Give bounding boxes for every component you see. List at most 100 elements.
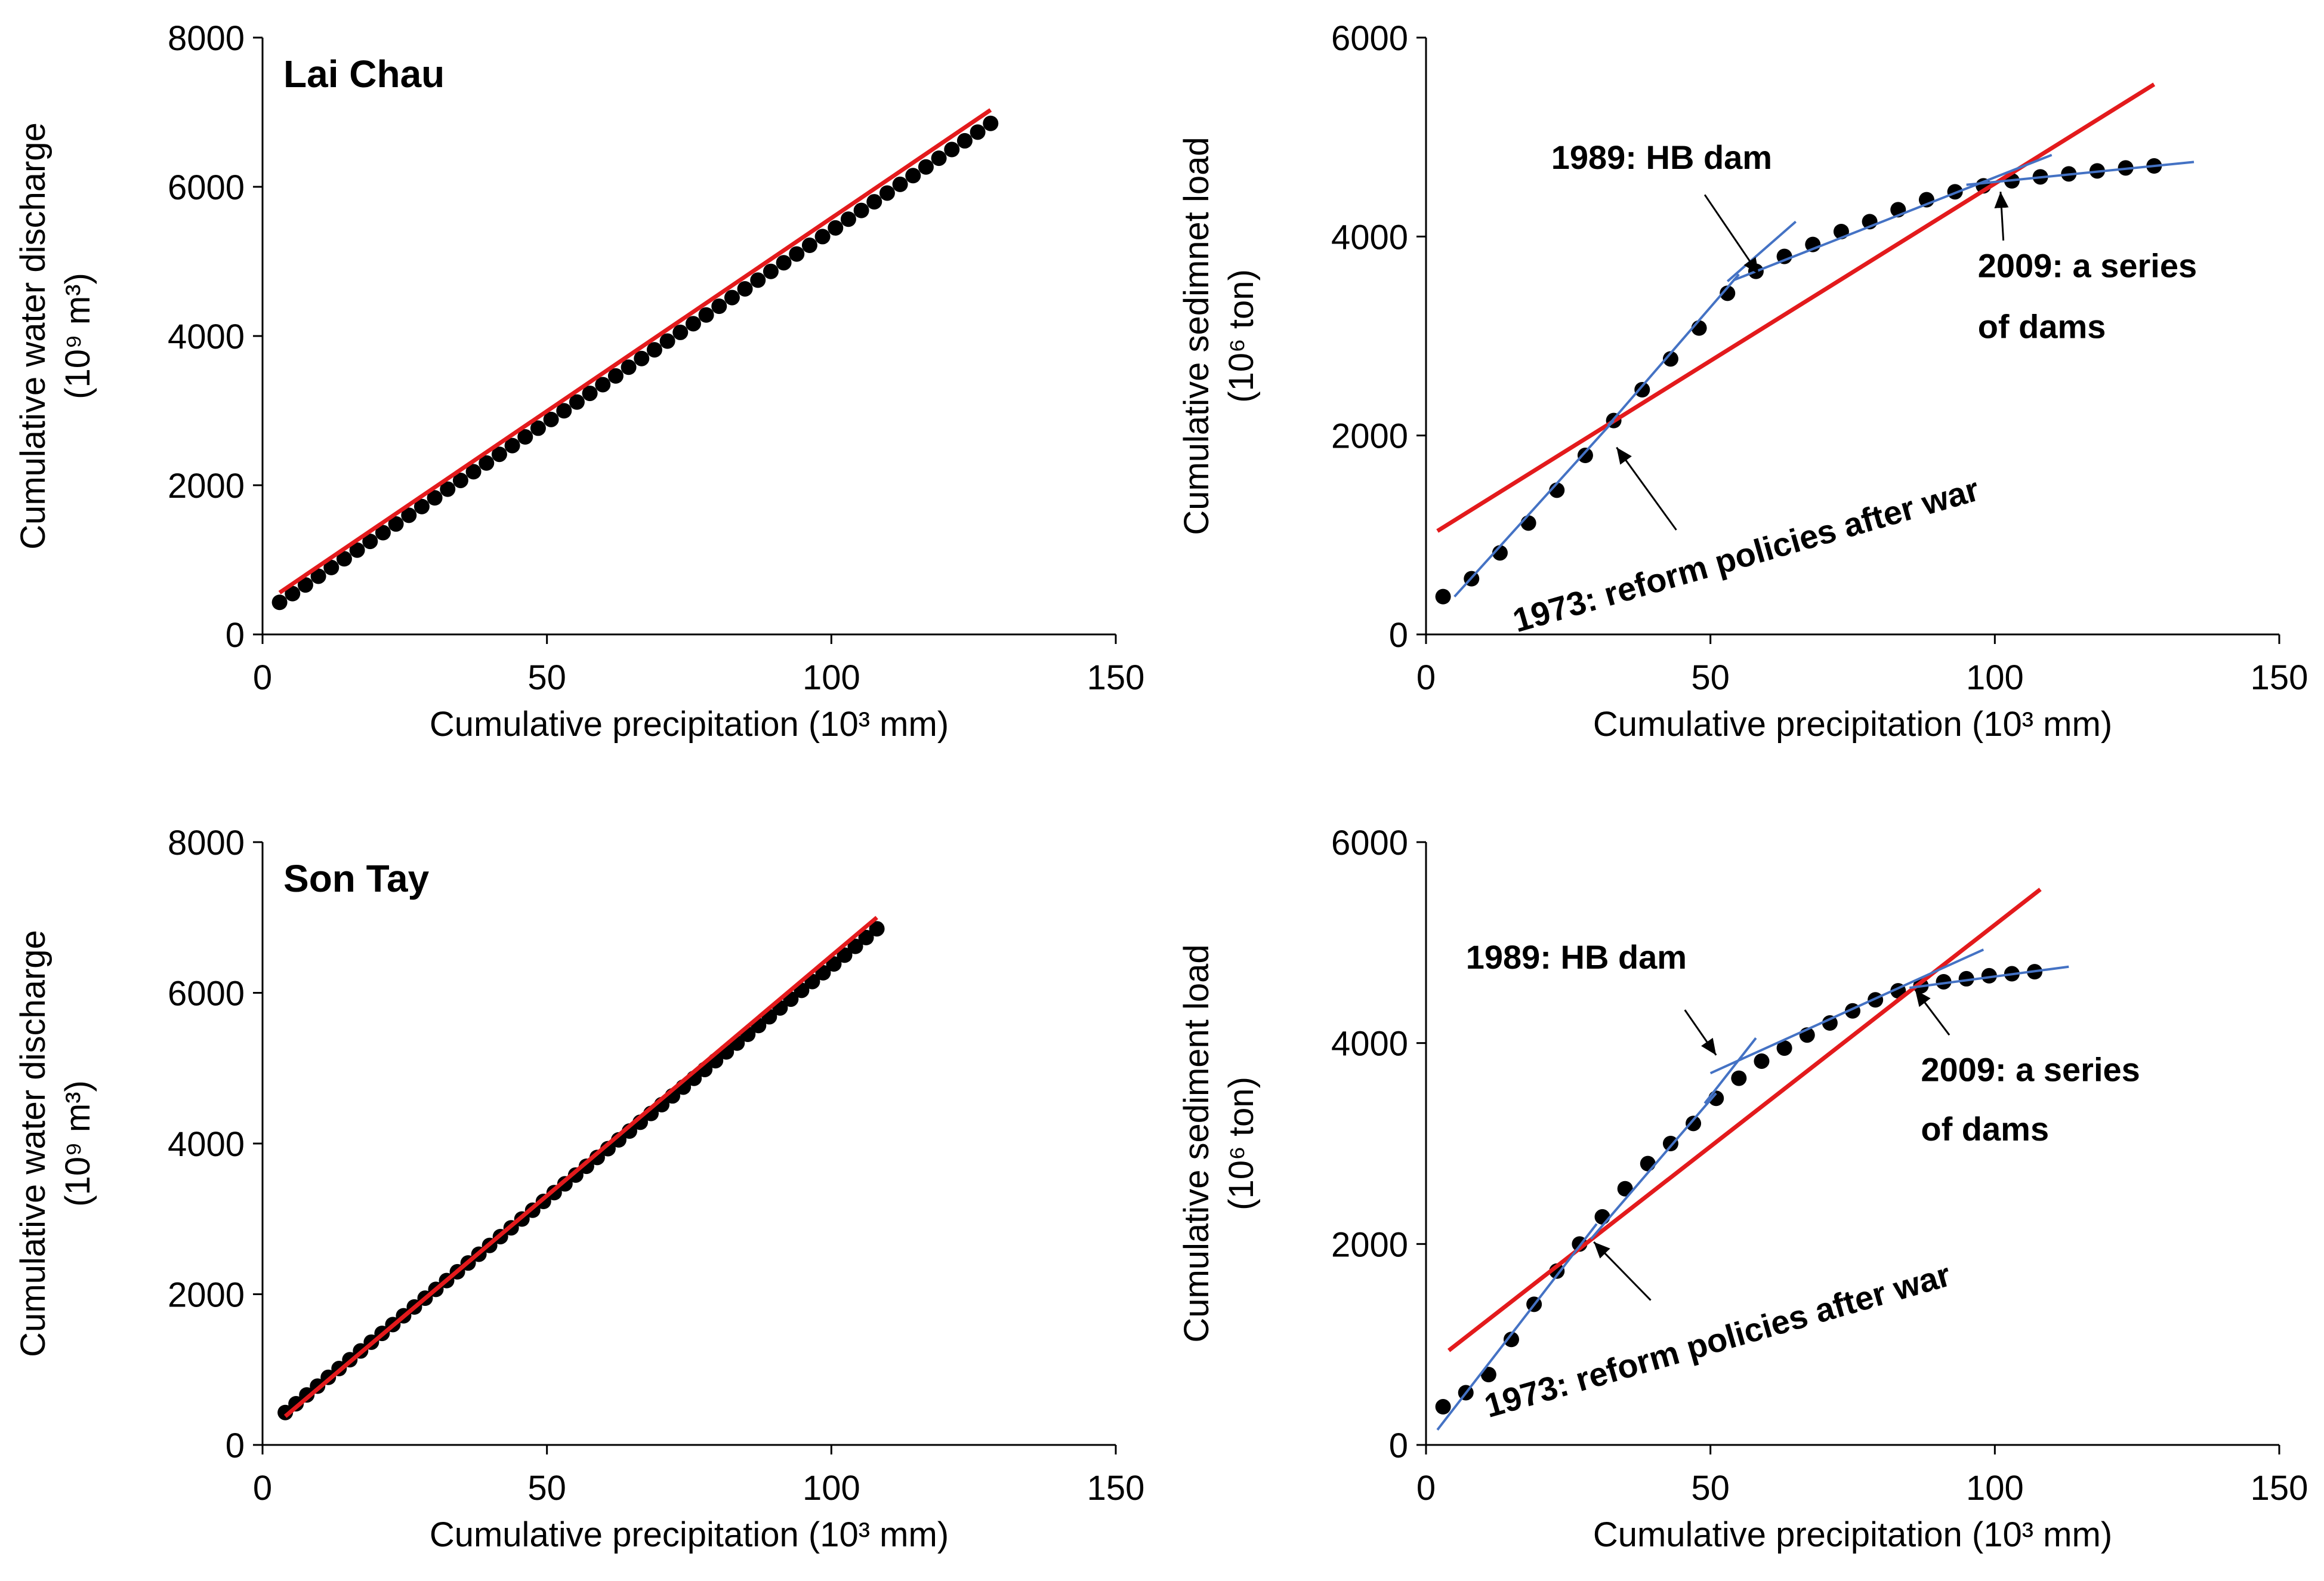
data-point	[1435, 588, 1451, 605]
panel-title: Son Tay	[283, 857, 430, 900]
data-point	[401, 507, 417, 523]
trend-line-segment	[1726, 220, 1797, 282]
annotation-label: 2009: a series	[1978, 247, 2197, 285]
data-point	[776, 255, 792, 271]
x-tick-label: 150	[1087, 658, 1145, 697]
y-tick-label: 2000	[168, 467, 245, 506]
data-point	[814, 229, 831, 245]
x-tick-label: 50	[1691, 1469, 1730, 1508]
data-point	[1504, 1332, 1519, 1348]
data-point	[427, 490, 443, 506]
y-tick-label: 2000	[168, 1276, 245, 1315]
y-tick-label: 0	[1389, 616, 1408, 655]
x-tick-label: 0	[253, 1469, 272, 1508]
y-axis-title: Cumulative sediment load	[1177, 944, 1216, 1342]
data-point	[1577, 448, 1593, 463]
y-axis-unit: (10⁶ ton)	[1222, 1077, 1261, 1210]
data-point	[983, 115, 999, 131]
data-point	[1640, 1155, 1656, 1172]
data-point	[336, 551, 352, 567]
trend-line-segment	[1909, 965, 2069, 990]
data-point	[1686, 1115, 1702, 1132]
data-point	[685, 316, 701, 332]
y-axis-unit: (10⁹ m³)	[58, 1080, 97, 1207]
y-tick-label: 6000	[168, 975, 245, 1013]
data-point	[672, 324, 689, 340]
y-tick-label: 8000	[168, 824, 245, 862]
annotation-label: 1973: reform policies after war	[1508, 470, 1983, 640]
data-point	[724, 289, 740, 306]
x-tick-label: 50	[527, 658, 566, 697]
y-axis-title: Cumulative water discharge	[14, 930, 53, 1357]
data-point	[918, 159, 934, 175]
trend-line-segment	[1607, 273, 1740, 427]
y-tick-label: 6000	[1331, 824, 1408, 862]
annotation-arrow	[1593, 1241, 1652, 1301]
data-point	[837, 947, 853, 963]
data-point	[465, 464, 482, 480]
x-axis-title: Cumulative precipitation (10³ mm)	[1593, 1515, 2112, 1554]
y-tick-label: 0	[1389, 1426, 1408, 1465]
annotation-label: 2009: a series	[1921, 1051, 2140, 1089]
data-point	[607, 368, 624, 384]
annotation-label: of dams	[1921, 1110, 2049, 1148]
data-point	[750, 272, 766, 288]
x-tick-label: 0	[1416, 658, 1436, 697]
data-point	[323, 559, 340, 575]
data-point	[1520, 515, 1536, 531]
data-point	[1981, 967, 1997, 984]
data-point	[869, 921, 885, 937]
y-tick-label: 6000	[168, 168, 245, 207]
x-tick-label: 100	[803, 1469, 860, 1508]
data-point	[905, 168, 921, 184]
data-point	[413, 498, 430, 514]
data-point	[646, 342, 662, 358]
y-tick-label: 4000	[168, 1125, 245, 1164]
annotation-arrow	[1684, 1009, 1717, 1056]
data-point	[621, 359, 637, 375]
y-axis-title: Cumulative water discharge	[14, 122, 53, 550]
data-point	[543, 411, 559, 427]
annotation-label: 1989: HB dam	[1551, 138, 1772, 176]
data-point	[801, 238, 817, 254]
y-axis-unit: (10⁹ m³)	[58, 273, 97, 399]
data-point	[1731, 1070, 1747, 1086]
y-tick-label: 0	[226, 1426, 245, 1465]
x-axis-title: Cumulative precipitation (10³ mm)	[430, 1515, 949, 1554]
data-point	[288, 1395, 304, 1412]
data-point	[789, 246, 805, 262]
data-point	[285, 585, 301, 602]
data-point	[931, 150, 947, 167]
data-point	[815, 964, 831, 981]
data-point	[763, 263, 779, 279]
data-point	[1822, 1015, 1838, 1031]
annotation-arrow	[1703, 194, 1760, 275]
data-point	[271, 594, 288, 611]
x-tick-label: 150	[2251, 658, 2308, 697]
data-point	[1594, 1209, 1610, 1225]
trend-line-overall	[283, 916, 878, 1418]
annotation-label: of dams	[1978, 307, 2106, 345]
data-point	[297, 577, 313, 593]
chart-panel-lai-chau-water: 0 50 100 150 0 2000 4000 6000 8000 Cumulative pre…	[14, 19, 1144, 744]
x-tick-label: 150	[1087, 1469, 1145, 1508]
trend-line-segment	[1966, 161, 2195, 186]
x-tick-label: 50	[527, 1469, 566, 1508]
data-point	[866, 194, 882, 210]
trend-line-segment	[1703, 1037, 1757, 1104]
data-point	[879, 185, 895, 201]
trend-line-segment	[1733, 153, 2053, 282]
trend-line-segment	[1590, 1092, 1717, 1240]
data-point	[847, 938, 863, 954]
data-point	[840, 211, 856, 227]
annotation-arrow	[1994, 192, 2009, 241]
data-point	[737, 281, 753, 297]
x-tick-label: 150	[2251, 1469, 2308, 1508]
y-tick-label: 2000	[1331, 417, 1408, 456]
annotation-arrow	[1914, 989, 1950, 1036]
y-tick-label: 6000	[1331, 19, 1408, 58]
chart-panel-son-tay-water: 0 50 100 150 0 2000 4000 6000 8000 Cumulative pre…	[14, 824, 1144, 1554]
data-point	[440, 481, 456, 497]
trend-line-overall	[278, 108, 992, 594]
y-tick-label: 0	[226, 616, 245, 655]
